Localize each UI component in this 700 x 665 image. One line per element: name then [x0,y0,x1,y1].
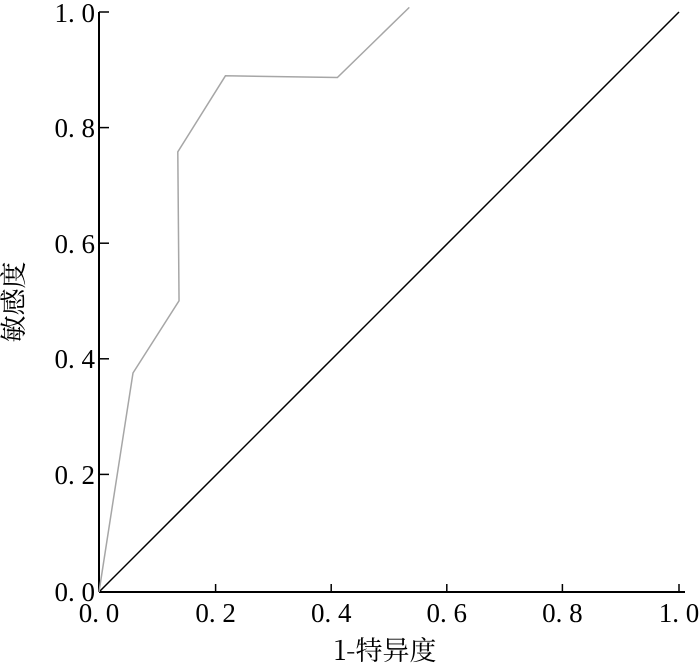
svg-text:0. 6: 0. 6 [427,598,468,628]
svg-text:0. 2: 0. 2 [55,460,96,490]
svg-text:0. 8: 0. 8 [55,113,96,143]
svg-text:0. 8: 0. 8 [542,598,583,628]
svg-text:0. 6: 0. 6 [55,229,96,259]
svg-text:0. 4: 0. 4 [55,344,96,374]
svg-text:1-特异度: 1-特异度 [333,629,436,665]
svg-text:敏感度: 敏感度 [0,262,31,343]
svg-text:0. 4: 0. 4 [311,598,352,628]
svg-text:1. 0: 1. 0 [659,598,700,628]
svg-text:0. 2: 0. 2 [195,598,236,628]
svg-text:0. 0: 0. 0 [79,598,120,628]
svg-text:1. 0: 1. 0 [55,0,96,28]
